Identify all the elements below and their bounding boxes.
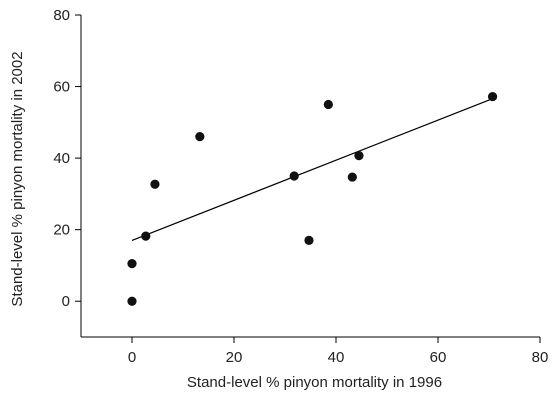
data-point: [127, 296, 137, 306]
x-tick-label: 0: [128, 349, 136, 366]
data-point: [150, 179, 160, 189]
data-points: [127, 91, 498, 306]
x-tick-label: 20: [226, 349, 243, 366]
x-tick-label: 40: [328, 349, 345, 366]
x-tick-label: 60: [430, 349, 447, 366]
trendline-group: [131, 98, 492, 241]
data-point: [195, 132, 205, 142]
x-axis-title: Stand-level % pinyon mortality in 1996: [187, 374, 442, 391]
trendline: [131, 98, 492, 241]
data-point: [323, 99, 333, 110]
data-point: [354, 151, 364, 161]
data-point: [289, 171, 299, 181]
y-tick-label: 40: [53, 150, 70, 167]
data-point: [487, 91, 498, 102]
data-point: [141, 231, 151, 241]
tick-marks: [75, 14, 541, 343]
y-tick-label: 60: [53, 79, 70, 96]
x-tick-label: 80: [532, 349, 549, 366]
data-point: [304, 235, 314, 245]
axes: [80, 15, 540, 338]
y-axis-title: Stand-level % pinyon mortality in 2002: [9, 51, 26, 306]
y-tick-label: 80: [53, 7, 70, 24]
y-tick-label: 0: [62, 293, 70, 310]
tick-labels: 0 20 40 60 80 0 20 40 60 80: [53, 7, 548, 366]
y-tick-label: 20: [53, 222, 70, 239]
data-point: [347, 172, 357, 182]
data-point: [127, 259, 137, 269]
